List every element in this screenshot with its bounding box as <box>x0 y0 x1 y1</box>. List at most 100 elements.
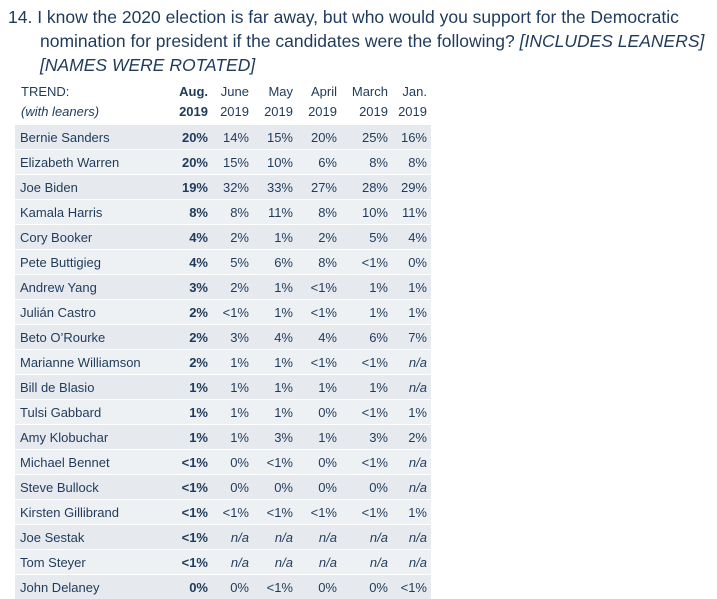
candidate-name: Marianne Williamson <box>15 350 163 375</box>
question-line-2: nomination for president if the candidat… <box>8 29 710 53</box>
header-year-april: 2019 <box>297 101 341 125</box>
candidate-name: Tulsi Gabbard <box>15 400 163 425</box>
support-value: <1% <box>163 550 212 575</box>
support-value: 1% <box>253 300 297 325</box>
support-value: 16% <box>392 125 431 150</box>
support-value: <1% <box>297 350 341 375</box>
support-value: 1% <box>212 375 253 400</box>
support-value: n/a <box>392 525 431 550</box>
support-value: 25% <box>341 125 392 150</box>
support-value: <1% <box>297 275 341 300</box>
support-value: 1% <box>212 400 253 425</box>
header-row-bottom: (with leaners) 2019 2019 2019 2019 2019 … <box>15 101 431 125</box>
candidate-name: Steve Bullock <box>15 475 163 500</box>
support-value: 3% <box>341 425 392 450</box>
header-april: April <box>297 82 341 101</box>
support-value: 2% <box>163 350 212 375</box>
names-rotated-note: [NAMES WERE ROTATED] <box>8 53 710 77</box>
support-value: 1% <box>341 275 392 300</box>
support-value: 1% <box>212 425 253 450</box>
table-row: Michael Bennet<1%0%<1%0%<1%n/a <box>15 450 431 475</box>
support-value: <1% <box>212 300 253 325</box>
support-value: 4% <box>392 225 431 250</box>
candidate-name: Pete Buttigieg <box>15 250 163 275</box>
support-value: 27% <box>297 175 341 200</box>
header-jan: Jan. <box>392 82 431 101</box>
support-value: 32% <box>212 175 253 200</box>
support-value: 8% <box>163 200 212 225</box>
support-value: <1% <box>163 475 212 500</box>
support-value: 15% <box>253 125 297 150</box>
support-value: <1% <box>163 450 212 475</box>
support-value: <1% <box>341 250 392 275</box>
support-value: 4% <box>163 250 212 275</box>
support-value: n/a <box>253 550 297 575</box>
support-value: 15% <box>212 150 253 175</box>
header-year-june: 2019 <box>212 101 253 125</box>
support-value: 10% <box>341 200 392 225</box>
header-june: June <box>212 82 253 101</box>
support-value: n/a <box>297 550 341 575</box>
support-value: 3% <box>253 425 297 450</box>
support-value: 28% <box>341 175 392 200</box>
support-value: 0% <box>297 450 341 475</box>
header-year-march: 2019 <box>341 101 392 125</box>
support-value: 0% <box>392 250 431 275</box>
support-value: 1% <box>253 275 297 300</box>
support-value: 14% <box>212 125 253 150</box>
support-value: n/a <box>392 550 431 575</box>
support-value: 10% <box>253 150 297 175</box>
support-value: 29% <box>392 175 431 200</box>
support-value: 0% <box>341 475 392 500</box>
candidate-name: Joe Biden <box>15 175 163 200</box>
support-value: 1% <box>253 375 297 400</box>
candidate-name: Kirsten Gillibrand <box>15 500 163 525</box>
header-trend-label: TREND: <box>15 82 163 101</box>
support-value: 19% <box>163 175 212 200</box>
support-value: <1% <box>297 300 341 325</box>
support-value: <1% <box>163 525 212 550</box>
support-value: <1% <box>253 500 297 525</box>
support-value: 6% <box>253 250 297 275</box>
support-value: 3% <box>163 275 212 300</box>
support-value: n/a <box>392 475 431 500</box>
support-value: n/a <box>392 375 431 400</box>
candidate-name: Kamala Harris <box>15 200 163 225</box>
support-value: 1% <box>392 275 431 300</box>
support-value: n/a <box>212 525 253 550</box>
support-value: 1% <box>341 375 392 400</box>
support-value: 11% <box>253 200 297 225</box>
support-value: <1% <box>253 575 297 599</box>
support-value: 1% <box>163 425 212 450</box>
support-value: 1% <box>253 400 297 425</box>
support-value: n/a <box>212 550 253 575</box>
support-value: 0% <box>163 575 212 599</box>
candidate-name: Cory Booker <box>15 225 163 250</box>
support-value: 4% <box>163 225 212 250</box>
support-value: 5% <box>212 250 253 275</box>
support-value: 2% <box>212 275 253 300</box>
support-value: 1% <box>392 500 431 525</box>
support-value: <1% <box>341 500 392 525</box>
support-value: 6% <box>341 325 392 350</box>
support-value: 2% <box>297 225 341 250</box>
support-value: 0% <box>212 575 253 599</box>
candidate-name: Tom Steyer <box>15 550 163 575</box>
support-value: 8% <box>341 150 392 175</box>
header-row-top: TREND: Aug. June May April March Jan. <box>15 82 431 101</box>
support-value: 8% <box>297 250 341 275</box>
support-value: 7% <box>392 325 431 350</box>
support-value: 1% <box>341 300 392 325</box>
table-row: Kirsten Gillibrand<1%<1%<1%<1%<1%1% <box>15 500 431 525</box>
support-value: n/a <box>253 525 297 550</box>
candidate-name: Joe Sestak <box>15 525 163 550</box>
